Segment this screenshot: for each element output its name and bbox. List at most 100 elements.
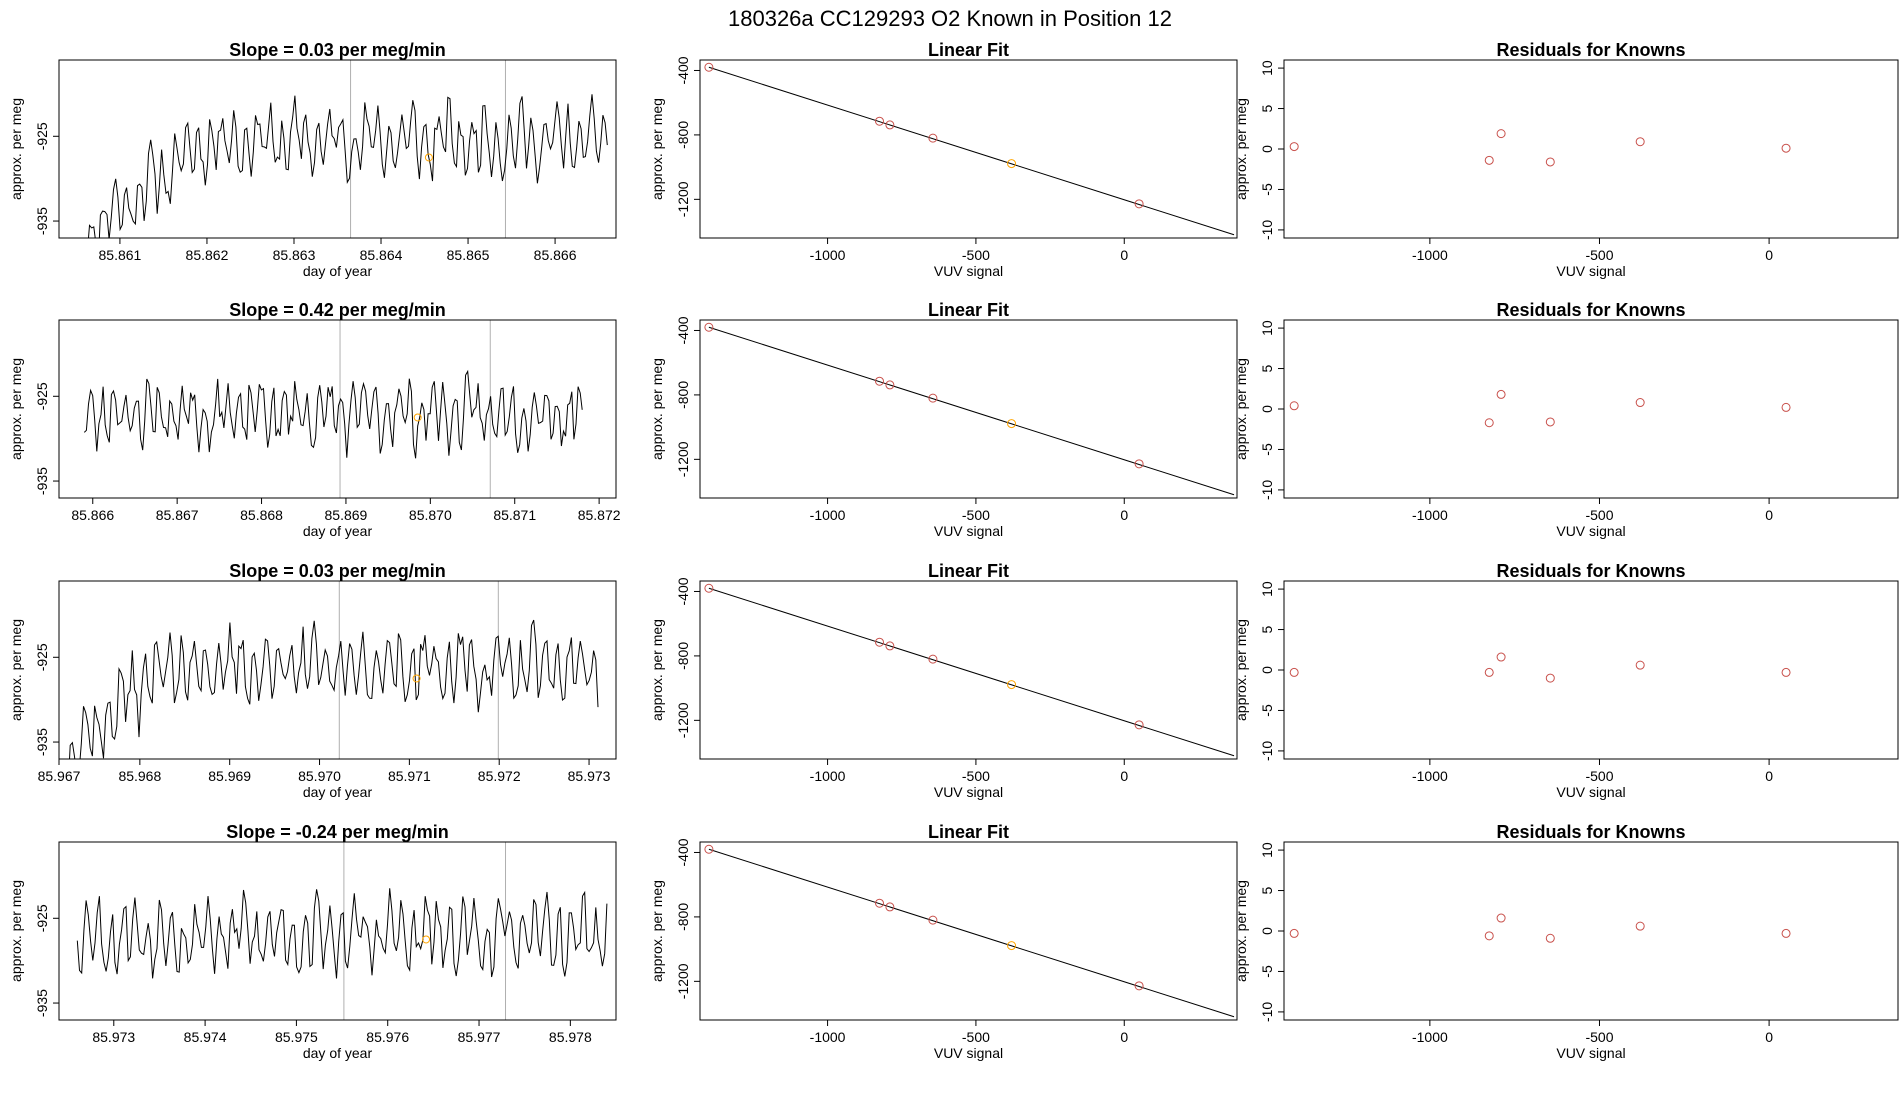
y-tick-label: -800 bbox=[675, 381, 691, 409]
time-series-line bbox=[83, 369, 583, 459]
x-tick-label: 85.968 bbox=[118, 768, 161, 784]
plot-area bbox=[69, 581, 599, 759]
x-tick-label: 0 bbox=[1765, 768, 1773, 784]
panel-4-2: -1000 -500 0 VUV signal -400 -800 -1200 approx.… bbox=[649, 822, 1238, 1061]
y-tick-label: 10 bbox=[1259, 60, 1275, 76]
panel-1-1: 85.861 85.862 85.863 85.864 85.865 85.866 day … bbox=[8, 40, 617, 279]
y-tick-label: 5 bbox=[1259, 886, 1275, 894]
plot-frame bbox=[58, 841, 617, 1021]
panel-title: Linear Fit bbox=[928, 40, 1009, 60]
y-tick-label: -800 bbox=[675, 642, 691, 670]
x-tick-label: -500 bbox=[1585, 1029, 1613, 1045]
data-point bbox=[1635, 660, 1645, 670]
panel-title: Slope = -0.24 per meg/min bbox=[226, 822, 449, 842]
panel-1-3: -1000 -500 0 VUV signal 10 5 0 -5 -10 approx. per… bbox=[1233, 40, 1899, 279]
plot-area bbox=[1289, 389, 1791, 428]
plot-frame bbox=[1283, 580, 1899, 760]
y-tick-label: -935 bbox=[34, 728, 50, 756]
data-point bbox=[1484, 667, 1494, 677]
data-point bbox=[928, 133, 938, 143]
fit-line bbox=[708, 326, 1235, 496]
plot-frame bbox=[58, 580, 617, 760]
y-tick-label: -935 bbox=[34, 989, 50, 1017]
y-tick-label: -10 bbox=[1259, 741, 1275, 761]
plot-area bbox=[704, 844, 1235, 1018]
x-tick-label: 85.969 bbox=[208, 768, 251, 784]
y-tick-label: -5 bbox=[1259, 443, 1275, 456]
data-point bbox=[704, 62, 714, 72]
y-tick-label: 10 bbox=[1259, 320, 1275, 336]
x-tick-label: -1000 bbox=[1412, 768, 1448, 784]
x-tick-label: 85.861 bbox=[99, 247, 142, 263]
panel-3-2: -1000 -500 0 VUV signal -400 -800 -1200 approx.… bbox=[649, 561, 1238, 800]
plot-area bbox=[83, 320, 583, 498]
plot-area bbox=[704, 62, 1235, 236]
data-point bbox=[1007, 159, 1017, 169]
x-tick-label: 0 bbox=[1765, 1029, 1773, 1045]
x-tick-label: -500 bbox=[1585, 247, 1613, 263]
plot-area bbox=[1289, 652, 1791, 683]
panel-title: Residuals for Knowns bbox=[1496, 300, 1685, 320]
x-axis-label: VUV signal bbox=[934, 523, 1003, 539]
y-tick-label: -1200 bbox=[675, 702, 691, 738]
x-tick-label: 85.863 bbox=[273, 247, 316, 263]
data-point bbox=[1496, 652, 1506, 662]
y-tick-label: 5 bbox=[1259, 364, 1275, 372]
x-tick-label: 85.866 bbox=[534, 247, 577, 263]
x-tick-label: 85.978 bbox=[549, 1029, 592, 1045]
x-axis-label: VUV signal bbox=[934, 784, 1003, 800]
plot-area bbox=[1289, 913, 1791, 943]
data-point bbox=[1484, 418, 1494, 428]
data-point bbox=[1781, 402, 1791, 412]
y-axis-label: approx. per meg bbox=[1233, 880, 1249, 982]
plot-frame bbox=[699, 59, 1238, 239]
plot-area bbox=[76, 842, 608, 1020]
data-point bbox=[1635, 137, 1645, 147]
data-point bbox=[928, 915, 938, 925]
y-tick-label: 5 bbox=[1259, 625, 1275, 633]
data-point bbox=[1496, 389, 1506, 399]
data-point bbox=[874, 637, 884, 647]
panel-2-2: -1000 -500 0 VUV signal -400 -800 -1200 approx.… bbox=[649, 300, 1238, 539]
x-tick-label: 85.971 bbox=[388, 768, 431, 784]
x-tick-label: 85.970 bbox=[298, 768, 341, 784]
x-tick-label: 85.975 bbox=[275, 1029, 318, 1045]
fit-line bbox=[708, 848, 1235, 1018]
y-axis-label: approx. per meg bbox=[1233, 98, 1249, 200]
x-tick-label: 85.870 bbox=[409, 507, 452, 523]
data-point bbox=[1496, 913, 1506, 923]
x-tick-label: 0 bbox=[1765, 507, 1773, 523]
x-tick-label: -500 bbox=[1585, 507, 1613, 523]
panel-title: Slope = 0.42 per meg/min bbox=[229, 300, 446, 320]
data-point bbox=[1635, 921, 1645, 931]
y-tick-label: -1200 bbox=[675, 181, 691, 217]
y-tick-label: -400 bbox=[675, 838, 691, 866]
y-tick-label: -925 bbox=[34, 382, 50, 410]
plot-area bbox=[1289, 129, 1791, 167]
panel-title: Residuals for Knowns bbox=[1496, 561, 1685, 581]
y-tick-label: -5 bbox=[1259, 183, 1275, 196]
y-tick-label: -935 bbox=[34, 207, 50, 235]
y-tick-label: -925 bbox=[34, 904, 50, 932]
x-tick-label: 85.869 bbox=[325, 507, 368, 523]
data-point bbox=[1781, 667, 1791, 677]
y-axis-label: approx. per meg bbox=[649, 880, 665, 982]
highlight-point bbox=[412, 674, 421, 683]
data-point bbox=[885, 902, 895, 912]
data-point bbox=[874, 898, 884, 908]
x-tick-label: 85.974 bbox=[184, 1029, 227, 1045]
x-axis-label: VUV signal bbox=[1556, 784, 1625, 800]
x-tick-label: 85.866 bbox=[71, 507, 114, 523]
panel-2-3: -1000 -500 0 VUV signal 10 5 0 -5 -10 approx. per… bbox=[1233, 300, 1899, 539]
y-tick-label: -800 bbox=[675, 121, 691, 149]
data-point bbox=[704, 844, 714, 854]
data-point bbox=[1134, 720, 1144, 730]
panel-title: Linear Fit bbox=[928, 300, 1009, 320]
x-tick-label: -1000 bbox=[810, 507, 846, 523]
y-tick-label: -925 bbox=[34, 643, 50, 671]
data-point bbox=[1545, 157, 1555, 167]
x-tick-label: 85.864 bbox=[360, 247, 403, 263]
x-tick-label: 85.871 bbox=[493, 507, 536, 523]
